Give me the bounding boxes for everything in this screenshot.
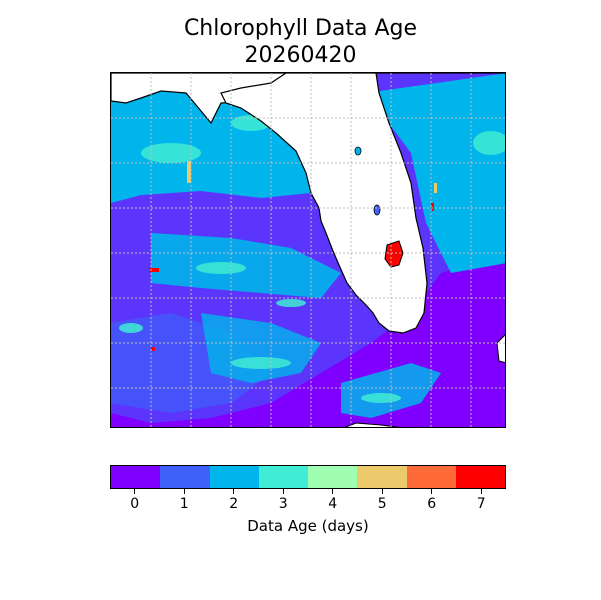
colorbar-title: Data Age (days) (247, 517, 369, 535)
map-gridlines (111, 73, 505, 427)
colorbar-tick-label: 5 (377, 496, 387, 512)
ocean-age-2-area-east (366, 73, 505, 273)
colorbar (110, 465, 506, 489)
ocean-age-2-area-mid (151, 233, 341, 298)
colorbar-tick-label: 6 (427, 496, 437, 512)
ocean-age-2-area (111, 73, 311, 203)
colorbar-tick-mark (233, 489, 235, 494)
colorbar-tick-mark (431, 489, 433, 494)
colorbar-tick-label: 7 (476, 496, 486, 512)
colorbar-segment-5 (357, 466, 407, 488)
colorbar-tick-label: 4 (328, 496, 338, 512)
land-bahamas (496, 334, 505, 364)
colorbar-segment-2 (209, 466, 259, 488)
colorbar-tick-mark (183, 489, 185, 494)
colorbar-segment-4 (308, 466, 358, 488)
map-panel (110, 72, 506, 428)
colorbar-tick-mark (381, 489, 383, 494)
ocean-age-7-patches (149, 203, 434, 351)
lake-okeechobee (384, 240, 404, 268)
chart-title-date: 20260420 (244, 43, 357, 68)
colorbar-tick-label: 1 (179, 496, 189, 512)
colorbar-tick-mark (332, 489, 334, 494)
colorbar-segment-0 (111, 466, 161, 488)
colorbar-tick-mark (282, 489, 284, 494)
colorbar-tick-label: 0 (130, 496, 140, 512)
colorbar-tick-mark (134, 489, 136, 494)
colorbar-segment-6 (406, 466, 456, 488)
lake-inland (373, 204, 381, 216)
colorbar-tick-label: 3 (278, 496, 288, 512)
chart-title-line-1: Chlorophyll Data Age (183, 16, 418, 41)
chlorophyll-age-map (111, 73, 505, 427)
colorbar-tick-mark (480, 489, 482, 494)
colorbar-segment-7 (455, 466, 505, 488)
colorbar-segment-3 (258, 466, 308, 488)
colorbar-segment-1 (160, 466, 210, 488)
ocean-age-3-patches (119, 115, 505, 403)
lake-inland (354, 146, 362, 156)
colorbar-tick-label: 2 (229, 496, 239, 512)
